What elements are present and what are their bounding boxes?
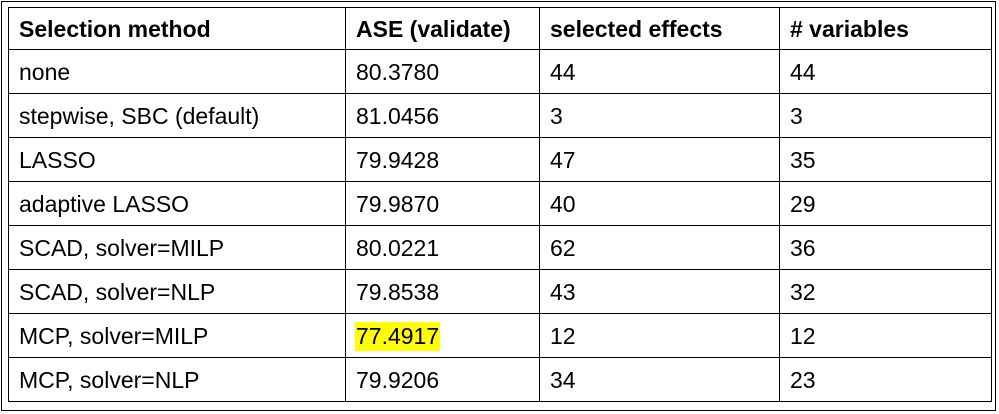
cell-selection-method: MCP, solver=MILP	[8, 313, 346, 358]
cell-selected-effects: 12	[539, 313, 780, 358]
cell-ase-validate: 79.9870	[345, 181, 540, 226]
cell-num-variables: 36	[779, 225, 992, 270]
table-row: stepwise, SBC (default) 81.0456 3 3	[8, 93, 992, 138]
header-selection-method: Selection method	[8, 7, 346, 50]
cell-ase-validate: 79.8538	[345, 269, 540, 314]
cell-num-variables: 3	[779, 93, 992, 138]
cell-ase-validate: 77.4917	[345, 313, 540, 358]
cell-selected-effects: 44	[539, 49, 780, 94]
cell-num-variables: 44	[779, 49, 992, 94]
cell-num-variables: 35	[779, 137, 992, 182]
cell-selected-effects: 34	[539, 357, 780, 402]
cell-num-variables: 12	[779, 313, 992, 358]
cell-selection-method: SCAD, solver=NLP	[8, 269, 346, 314]
cell-ase-validate: 80.0221	[345, 225, 540, 270]
header-num-variables: # variables	[779, 7, 992, 50]
table-row: none 80.3780 44 44	[8, 49, 992, 94]
results-table: Selection method ASE (validate) selected…	[8, 7, 992, 402]
table-header: Selection method ASE (validate) selected…	[8, 7, 992, 50]
table-row: MCP, solver=MILP 77.4917 12 12	[8, 313, 992, 358]
highlighted-value: 77.4917	[355, 321, 441, 351]
cell-selection-method: LASSO	[8, 137, 346, 182]
table-body: none 80.3780 44 44 stepwise, SBC (default) 81…	[8, 49, 992, 402]
cell-ase-validate: 79.9206	[345, 357, 540, 402]
cell-selected-effects: 62	[539, 225, 780, 270]
cell-selected-effects: 47	[539, 137, 780, 182]
header-selected-effects: selected effects	[539, 7, 780, 50]
cell-selection-method: stepwise, SBC (default)	[8, 93, 346, 138]
cell-selection-method: adaptive LASSO	[8, 181, 346, 226]
table-row: SCAD, solver=NLP 79.8538 43 32	[8, 269, 992, 314]
cell-num-variables: 29	[779, 181, 992, 226]
cell-ase-validate: 79.9428	[345, 137, 540, 182]
header-row: Selection method ASE (validate) selected…	[8, 7, 992, 50]
table-row: LASSO 79.9428 47 35	[8, 137, 992, 182]
header-ase-validate: ASE (validate)	[345, 7, 540, 50]
cell-selection-method: SCAD, solver=MILP	[8, 225, 346, 270]
cell-selected-effects: 40	[539, 181, 780, 226]
cell-num-variables: 23	[779, 357, 992, 402]
cell-num-variables: 32	[779, 269, 992, 314]
cell-ase-validate: 80.3780	[345, 49, 540, 94]
cell-ase-validate: 81.0456	[345, 93, 540, 138]
cell-selected-effects: 43	[539, 269, 780, 314]
table-row: SCAD, solver=MILP 80.0221 62 36	[8, 225, 992, 270]
cell-selected-effects: 3	[539, 93, 780, 138]
cell-selection-method: MCP, solver=NLP	[8, 357, 346, 402]
cell-selection-method: none	[8, 49, 346, 94]
table-row: MCP, solver=NLP 79.9206 34 23	[8, 357, 992, 402]
table-row: adaptive LASSO 79.9870 40 29	[8, 181, 992, 226]
